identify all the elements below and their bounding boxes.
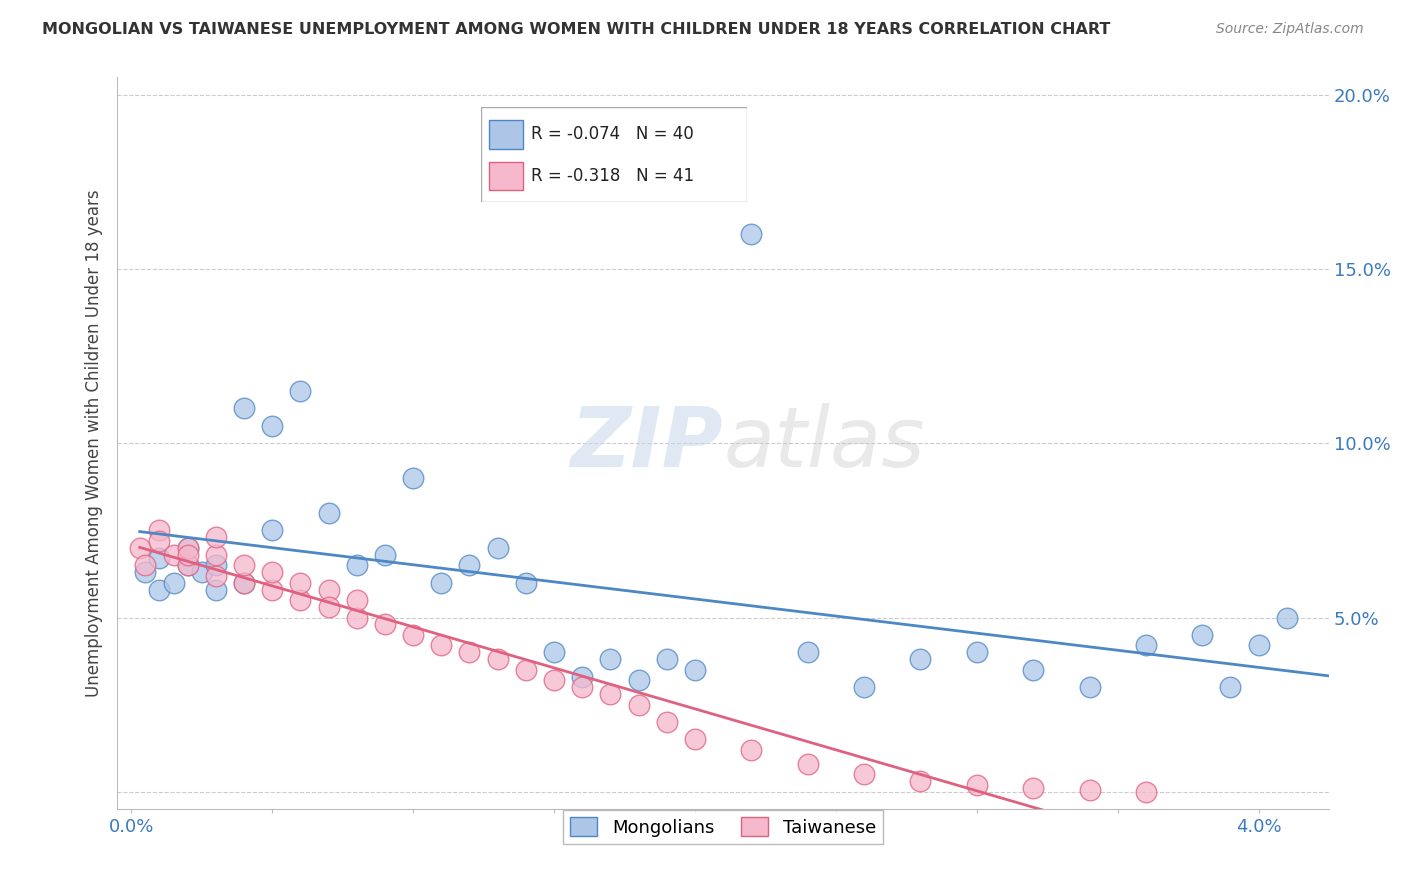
- Point: [262, 418, 284, 433]
- Point: [148, 582, 170, 597]
- Point: [655, 652, 678, 666]
- Point: [134, 558, 156, 573]
- Point: [740, 743, 762, 757]
- Point: [176, 558, 198, 573]
- Point: [1219, 680, 1241, 694]
- Point: [543, 673, 565, 688]
- Text: atlas: atlas: [723, 403, 925, 483]
- Point: [290, 593, 312, 607]
- Point: [486, 652, 509, 666]
- Point: [374, 548, 396, 562]
- Point: [176, 541, 198, 555]
- Point: [655, 714, 678, 729]
- Point: [374, 617, 396, 632]
- Point: [515, 575, 537, 590]
- Point: [134, 565, 156, 579]
- Point: [599, 652, 621, 666]
- Text: Source: ZipAtlas.com: Source: ZipAtlas.com: [1216, 22, 1364, 37]
- Point: [262, 565, 284, 579]
- Point: [346, 610, 368, 624]
- Point: [796, 756, 818, 771]
- Point: [1078, 783, 1101, 797]
- Text: ZIP: ZIP: [571, 403, 723, 483]
- Point: [683, 732, 706, 747]
- Point: [966, 645, 988, 659]
- Point: [233, 575, 256, 590]
- Point: [1022, 663, 1045, 677]
- Point: [1135, 639, 1157, 653]
- Point: [627, 698, 650, 712]
- Point: [233, 401, 256, 416]
- Point: [458, 645, 481, 659]
- Point: [910, 652, 932, 666]
- Point: [966, 778, 988, 792]
- Point: [205, 558, 228, 573]
- Point: [402, 628, 425, 642]
- Point: [853, 680, 876, 694]
- Point: [910, 774, 932, 789]
- Point: [1022, 781, 1045, 796]
- Point: [627, 673, 650, 688]
- Point: [318, 506, 340, 520]
- Point: [190, 565, 212, 579]
- Point: [162, 575, 184, 590]
- Point: [162, 548, 184, 562]
- Point: [176, 541, 198, 555]
- Legend: Mongolians, Taiwanese: Mongolians, Taiwanese: [562, 810, 883, 844]
- Point: [458, 558, 481, 573]
- Point: [486, 541, 509, 555]
- Point: [148, 551, 170, 566]
- Point: [346, 593, 368, 607]
- Point: [430, 575, 453, 590]
- Point: [1275, 610, 1298, 624]
- Point: [148, 533, 170, 548]
- Point: [318, 600, 340, 615]
- Point: [290, 384, 312, 398]
- Text: MONGOLIAN VS TAIWANESE UNEMPLOYMENT AMONG WOMEN WITH CHILDREN UNDER 18 YEARS COR: MONGOLIAN VS TAIWANESE UNEMPLOYMENT AMON…: [42, 22, 1111, 37]
- Point: [1247, 639, 1270, 653]
- Point: [176, 558, 198, 573]
- Point: [796, 645, 818, 659]
- Point: [205, 548, 228, 562]
- Point: [402, 471, 425, 485]
- Point: [683, 663, 706, 677]
- Point: [176, 548, 198, 562]
- Y-axis label: Unemployment Among Women with Children Under 18 years: Unemployment Among Women with Children U…: [86, 189, 103, 698]
- Point: [233, 575, 256, 590]
- Point: [290, 575, 312, 590]
- Point: [515, 663, 537, 677]
- Point: [262, 524, 284, 538]
- Point: [205, 530, 228, 544]
- Point: [205, 582, 228, 597]
- Point: [1135, 785, 1157, 799]
- Point: [599, 687, 621, 701]
- Point: [543, 645, 565, 659]
- Point: [430, 639, 453, 653]
- Point: [262, 582, 284, 597]
- Point: [571, 670, 593, 684]
- Point: [346, 558, 368, 573]
- Point: [318, 582, 340, 597]
- Point: [128, 541, 150, 555]
- Point: [205, 568, 228, 582]
- Point: [148, 524, 170, 538]
- Point: [853, 767, 876, 781]
- Point: [1191, 628, 1213, 642]
- Point: [1078, 680, 1101, 694]
- Point: [740, 227, 762, 242]
- Point: [233, 558, 256, 573]
- Point: [571, 680, 593, 694]
